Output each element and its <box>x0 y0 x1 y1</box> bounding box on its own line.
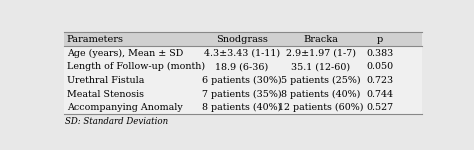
Text: 35.1 (12-60): 35.1 (12-60) <box>292 62 350 71</box>
Text: 7 patients (35%): 7 patients (35%) <box>202 90 282 99</box>
Text: Parameters: Parameters <box>66 35 124 44</box>
Text: SD: Standard Deviation: SD: Standard Deviation <box>65 117 168 126</box>
Text: Length of Follow-up (month): Length of Follow-up (month) <box>66 62 205 71</box>
Text: 8 patients (40%): 8 patients (40%) <box>202 103 282 112</box>
Text: 0.744: 0.744 <box>366 90 393 99</box>
Text: Age (years), Mean ± SD: Age (years), Mean ± SD <box>66 48 183 58</box>
Text: 8 patients (40%): 8 patients (40%) <box>281 90 361 99</box>
Text: p: p <box>377 35 383 44</box>
Text: 0.723: 0.723 <box>366 76 393 85</box>
Bar <box>64 32 422 114</box>
Text: 0.050: 0.050 <box>366 62 393 71</box>
Text: Snodgrass: Snodgrass <box>216 35 268 44</box>
Text: 18.9 (6-36): 18.9 (6-36) <box>215 62 269 71</box>
Text: 0.527: 0.527 <box>366 103 393 112</box>
Bar <box>64 32 422 46</box>
Text: 2.9±1.97 (1-7): 2.9±1.97 (1-7) <box>286 49 356 58</box>
Text: 5 patients (25%): 5 patients (25%) <box>281 76 361 85</box>
Text: 12 patients (60%): 12 patients (60%) <box>278 103 364 112</box>
Text: 4.3±3.43 (1-11): 4.3±3.43 (1-11) <box>204 49 280 58</box>
Text: Urethral Fistula: Urethral Fistula <box>66 76 144 85</box>
Text: 0.383: 0.383 <box>366 49 394 58</box>
Text: 6 patients (30%): 6 patients (30%) <box>202 76 282 85</box>
Text: Accompanying Anomaly: Accompanying Anomaly <box>66 103 182 112</box>
Text: Bracka: Bracka <box>303 35 338 44</box>
Text: Meatal Stenosis: Meatal Stenosis <box>66 90 144 99</box>
